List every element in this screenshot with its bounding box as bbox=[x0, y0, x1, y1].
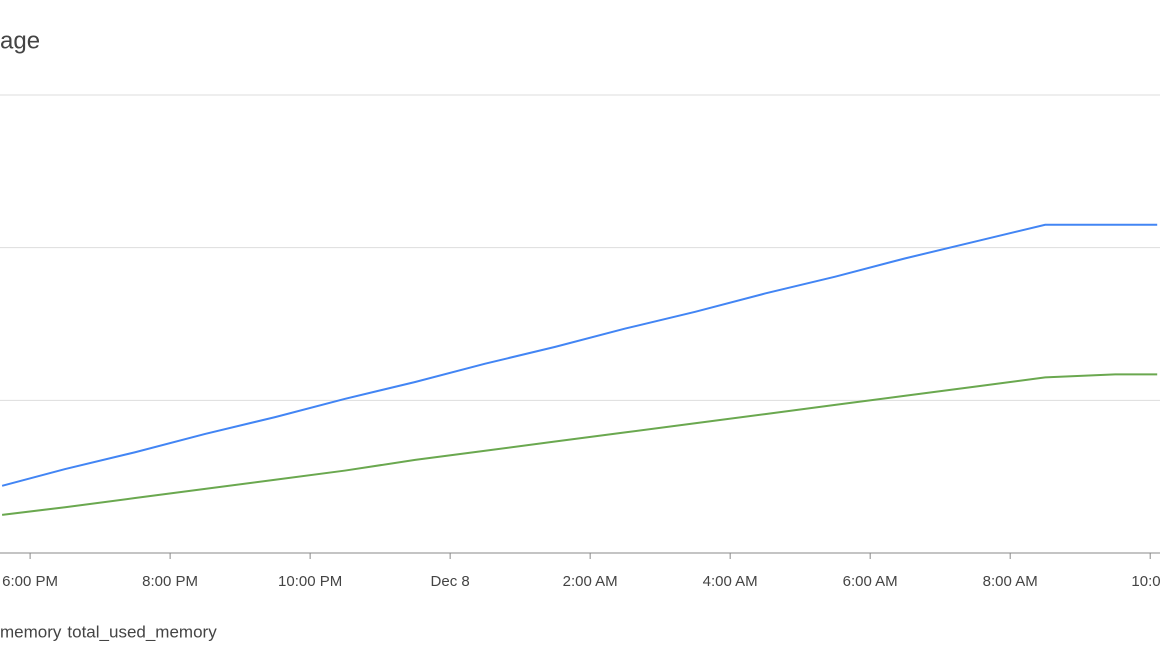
x-tick-label: 6:00 PM bbox=[2, 573, 58, 590]
x-tick-label: 4:00 AM bbox=[703, 573, 758, 590]
x-tick-label: 6:00 AM bbox=[843, 573, 898, 590]
chart-title: age bbox=[0, 27, 40, 54]
series-line bbox=[1, 373, 1158, 516]
x-tick-label: 8:00 AM bbox=[983, 573, 1038, 590]
x-tick-label: Dec 8 bbox=[431, 573, 470, 590]
x-tick-label: 8:00 PM bbox=[142, 573, 198, 590]
legend-label: memory bbox=[0, 622, 62, 641]
x-tick-label: 2:00 AM bbox=[563, 573, 618, 590]
x-tick-label: 10:00 bbox=[1131, 573, 1160, 590]
series-line bbox=[1, 223, 1158, 487]
x-tick-label: 10:00 PM bbox=[278, 573, 342, 590]
legend-label: total_used_memory bbox=[67, 622, 217, 641]
